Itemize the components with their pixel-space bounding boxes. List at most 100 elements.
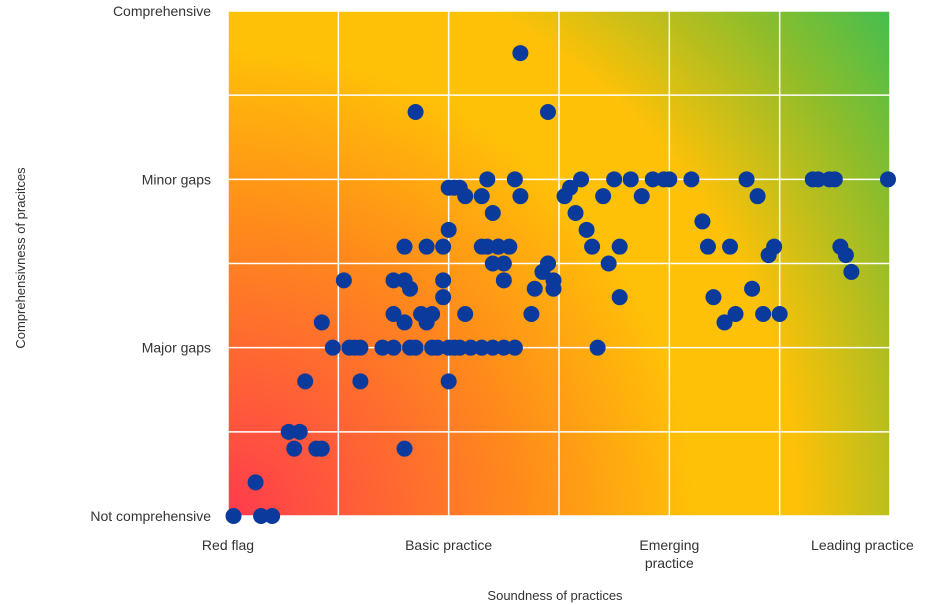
data-point [385,272,402,289]
data-point [699,238,716,255]
data-point [418,238,435,255]
data-point [291,423,308,440]
data-point [297,373,314,390]
data-point [495,339,512,356]
data-point [247,474,264,491]
data-point [595,188,612,205]
data-point [479,238,496,255]
data-point [484,205,501,221]
data-point [705,289,722,306]
data-point [435,289,452,306]
data-point [396,314,413,331]
data-point [484,255,501,272]
data-point [584,238,601,255]
data-point [722,238,739,255]
data-point [545,280,562,297]
x-tick-label: Emerging [639,537,699,553]
x-tick-label: Basic practice [405,537,492,553]
data-point [716,314,733,331]
data-point [562,179,579,196]
data-point [611,238,628,255]
y-axis-title: Comprehensivness of pracitces [13,167,28,349]
data-point [335,272,352,289]
data-point [396,238,413,255]
data-point [429,339,446,356]
data-point [611,289,628,306]
data-point [451,339,468,356]
data-point [826,171,843,188]
data-point [352,339,369,356]
data-point [313,314,330,331]
data-point [385,339,402,356]
data-point [484,339,501,356]
data-point [324,339,341,356]
x-tick-label: Red flag [202,537,254,553]
data-point [440,179,457,196]
data-point [766,238,783,255]
data-point [225,508,242,524]
data-point [407,104,424,120]
data-point [424,306,441,322]
data-point [512,45,529,62]
data-point [600,255,617,272]
data-point [402,280,419,297]
data-point [523,306,540,322]
y-tick-label: Major gaps [142,340,211,356]
data-point [462,339,479,356]
data-point [501,238,518,255]
y-tick-labels: Not comprehensive Major gaps Minor gaps Com… [90,3,211,524]
data-point [435,272,452,289]
data-point [880,171,896,188]
data-point [479,171,496,188]
data-point [661,171,678,188]
data-point [396,440,413,457]
data-point [589,339,606,356]
data-point [374,339,391,356]
data-point [473,339,490,356]
data-point [539,104,556,120]
data-point [490,238,507,255]
data-point [727,306,744,322]
data-point [771,306,788,322]
data-point [495,272,512,289]
data-point [755,306,772,322]
data-point [385,306,402,322]
data-points [225,45,896,524]
data-point [457,188,474,205]
data-point [280,423,297,440]
x-tick-label: Leading practice [811,537,914,553]
data-point [512,188,529,205]
data-point [440,221,457,238]
data-point [506,171,523,188]
data-point [253,508,270,524]
data-point [749,188,766,205]
y-tick-label: Comprehensive [113,3,211,19]
data-point [683,171,700,188]
data-point [606,171,623,188]
data-point [506,339,523,356]
data-point [352,373,369,390]
data-point [622,171,639,188]
data-point [567,205,584,221]
data-point [539,255,556,272]
data-point [694,213,711,230]
data-point [738,171,755,188]
data-point [810,171,827,188]
data-point [837,247,854,264]
data-point [633,188,650,205]
data-point [843,263,860,280]
y-tick-label: Not comprehensive [90,508,211,524]
x-axis-title: Soundness of practices [487,588,623,603]
data-point [526,280,543,297]
data-point [573,171,590,188]
data-point [473,188,490,205]
y-tick-label: Minor gaps [142,171,211,187]
data-point [264,508,281,524]
data-point [744,280,761,297]
data-point [578,221,595,238]
data-point [286,440,303,457]
data-point [313,440,330,457]
data-point [644,171,661,188]
data-point [457,306,474,322]
